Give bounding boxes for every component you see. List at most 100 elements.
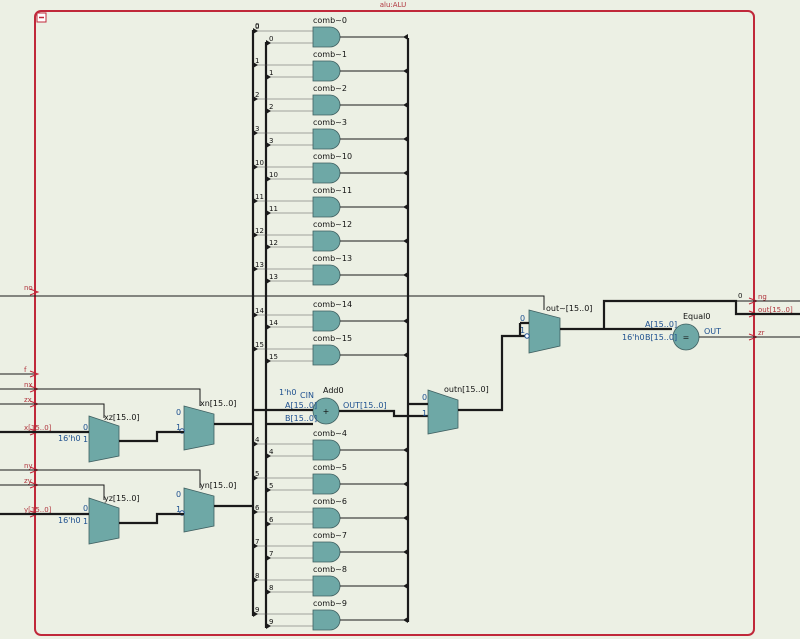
and-gate-body <box>312 344 341 366</box>
input-port-label: zx <box>24 396 32 404</box>
and-gate[interactable]: comb~1 1 1 <box>253 50 408 82</box>
bus-tap-arrow <box>253 28 258 34</box>
mux-out-sel1: 1 <box>520 326 525 335</box>
adder-out: OUT[15..0] <box>343 401 387 410</box>
bus-tap-arrow <box>253 312 258 318</box>
and-gate-bit-b: 5 <box>269 482 273 490</box>
bus-tap-arrow <box>253 232 258 238</box>
mux-xz-sel0: 0 <box>83 423 88 432</box>
and-gate-body <box>312 162 341 184</box>
and-gate[interactable]: comb~3 3 3 <box>253 118 408 150</box>
and-gate-bit-b: 10 <box>269 171 278 179</box>
mux-yz-sel0: 0 <box>83 504 88 513</box>
bus-tap-arrow <box>403 481 408 487</box>
mux-xz-const: 16'h0 <box>58 434 81 443</box>
mux-out[interactable]: out~[15..0] 0 1 <box>520 304 592 354</box>
mux-yn-sel0: 0 <box>176 490 181 499</box>
and-gate-bit-a: 8 <box>255 572 259 580</box>
bus-tap-arrow <box>266 521 271 527</box>
input-port-label: x[15..0] <box>24 424 52 432</box>
comparator-equal0[interactable]: = Equal0 A[15..0] B[15..0] 16'h0 OUT <box>622 312 721 351</box>
and-gate[interactable]: comb~4 4 4 <box>253 429 408 461</box>
and-gate[interactable]: comb~13 13 13 <box>253 254 408 286</box>
and-gate-bit-a: 0 <box>255 23 259 31</box>
bus-tap-arrow <box>403 136 408 142</box>
bus-tap-arrow <box>403 102 408 108</box>
bus-tap-arrow <box>266 210 271 216</box>
mux-xz[interactable]: xz[15..0] 0 1 16'h0 <box>58 413 140 463</box>
comparator-label: Equal0 <box>683 312 710 321</box>
and-gate-bit-b: 0 <box>269 35 273 43</box>
and-gate[interactable]: comb~6 6 6 <box>253 497 408 529</box>
and-gate-bit-b: 2 <box>269 103 273 111</box>
and-gate[interactable]: comb~10 10 10 <box>253 152 408 184</box>
comparator-b-const: 16'h0 <box>622 333 645 342</box>
and-gate[interactable]: comb~14 14 14 <box>253 300 408 332</box>
bus-tap-arrow <box>266 108 271 114</box>
bus-tap-arrow <box>403 34 408 40</box>
mux-yn[interactable]: yn[15..0] 0 1 <box>176 481 236 533</box>
bus-tap-arrow <box>403 204 408 210</box>
bus-tap-arrow <box>403 515 408 521</box>
input-port-label: y[15..0] <box>24 506 52 514</box>
mux-yn-sel1: 1 <box>176 505 181 514</box>
bus-tap-arrow <box>253 266 258 272</box>
mux-yz-sel1: 1 <box>83 517 88 526</box>
output-port-label: ng <box>758 293 767 301</box>
and-gate-label: comb~3 <box>313 118 347 127</box>
bus-tap-arrow <box>253 441 258 447</box>
bus-tap-arrow <box>266 324 271 330</box>
bus-tap-arrow <box>253 509 258 515</box>
and-gate-body <box>312 575 341 597</box>
and-gate[interactable]: comb~9 9 9 <box>253 599 408 631</box>
output-port-label: zr <box>758 329 765 337</box>
and-gate-label: comb~7 <box>313 531 347 540</box>
bus-tap-arrow <box>266 555 271 561</box>
adder-cin-const: 1'h0 <box>279 388 296 397</box>
and-gate[interactable]: comb~0 0 0 <box>253 16 408 48</box>
and-gate-label: comb~10 <box>313 152 352 161</box>
and-gate-bit-a: 11 <box>255 193 264 201</box>
bus-tap-arrow <box>403 583 408 589</box>
ng-bit-label: 0 <box>738 292 742 300</box>
bus-tap-arrow <box>266 623 271 629</box>
and-gate[interactable]: comb~12 12 12 <box>253 220 408 252</box>
and-gate-bit-b: 14 <box>269 319 278 327</box>
and-gate-bit-b: 9 <box>269 618 273 626</box>
bus-tap-arrow <box>266 487 271 493</box>
mux-xn[interactable]: xn[15..0] 0 1 <box>176 399 236 451</box>
bus-tap-arrow <box>403 447 408 453</box>
minus-box-icon[interactable] <box>36 12 47 23</box>
module-title: alu:ALU <box>380 1 407 9</box>
adder-label: Add0 <box>323 386 344 395</box>
and-gate-bit-a: 14 <box>255 307 264 315</box>
input-port-label: nx <box>24 381 33 389</box>
and-gate-body <box>312 230 341 252</box>
and-gate[interactable]: comb~11 11 11 <box>253 186 408 218</box>
bus-tap-arrow <box>266 244 271 250</box>
and-gate-bit-b: 11 <box>269 205 278 213</box>
and-gate[interactable]: comb~2 2 2 <box>253 84 408 116</box>
bus-tap-arrow <box>403 170 408 176</box>
input-port-marker <box>29 370 40 378</box>
comparator-symbol: = <box>683 333 690 342</box>
and-gate-label: comb~11 <box>313 186 352 195</box>
bus-tap-arrow <box>403 68 408 74</box>
and-gate-label: comb~5 <box>313 463 347 472</box>
and-gate[interactable]: comb~8 8 8 <box>253 565 408 597</box>
and-gate[interactable]: comb~7 7 7 <box>253 531 408 563</box>
mux-yn-label: yn[15..0] <box>200 481 236 490</box>
and-gate[interactable]: comb~15 15 15 <box>253 334 408 366</box>
adder-add0[interactable]: + Add0 1'h0 CIN A[15..0] B[15..0] OUT[15… <box>279 386 387 425</box>
mux-yz[interactable]: yz[15..0] 0 1 16'h0 <box>58 494 140 545</box>
bus-tap-arrow <box>266 74 271 80</box>
output-ports: ng out[15..0] zr <box>748 293 793 341</box>
mux-outn[interactable]: outn[15..0] 0 1 <box>422 385 489 435</box>
mux-outn-sel0: 0 <box>422 393 427 402</box>
module-frame <box>34 10 755 636</box>
bus-tap-arrow <box>253 543 258 549</box>
and-gate[interactable]: comb~5 5 5 <box>253 463 408 495</box>
output-port-label: out[15..0] <box>758 306 793 314</box>
and-gate-body <box>312 609 341 631</box>
